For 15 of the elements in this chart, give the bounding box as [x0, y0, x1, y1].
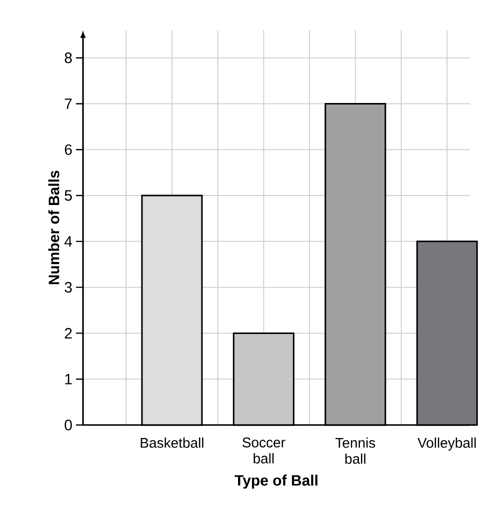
y-axis-title: Number of Balls	[48, 170, 60, 284]
x-tick-label: Tennis ball	[335, 438, 376, 464]
x-tick-label: Basketball	[140, 438, 204, 448]
x-axis-title: Type of Ball	[234, 474, 318, 489]
y-tick-label: 5	[64, 190, 72, 201]
y-tick-label: 0	[64, 420, 72, 430]
y-tick-label: 8	[64, 52, 72, 64]
y-tick-label: 4	[64, 236, 72, 247]
y-tick-label: 6	[64, 144, 72, 155]
x-tick-label: Soccer ball	[242, 438, 286, 464]
y-tick-label: 1	[65, 374, 72, 384]
y-tick-label: 2	[64, 328, 72, 338]
y-tick-label: 7	[64, 98, 72, 109]
x-tick-label: Volleyball	[418, 438, 476, 451]
y-tick-label: 3	[64, 282, 72, 293]
